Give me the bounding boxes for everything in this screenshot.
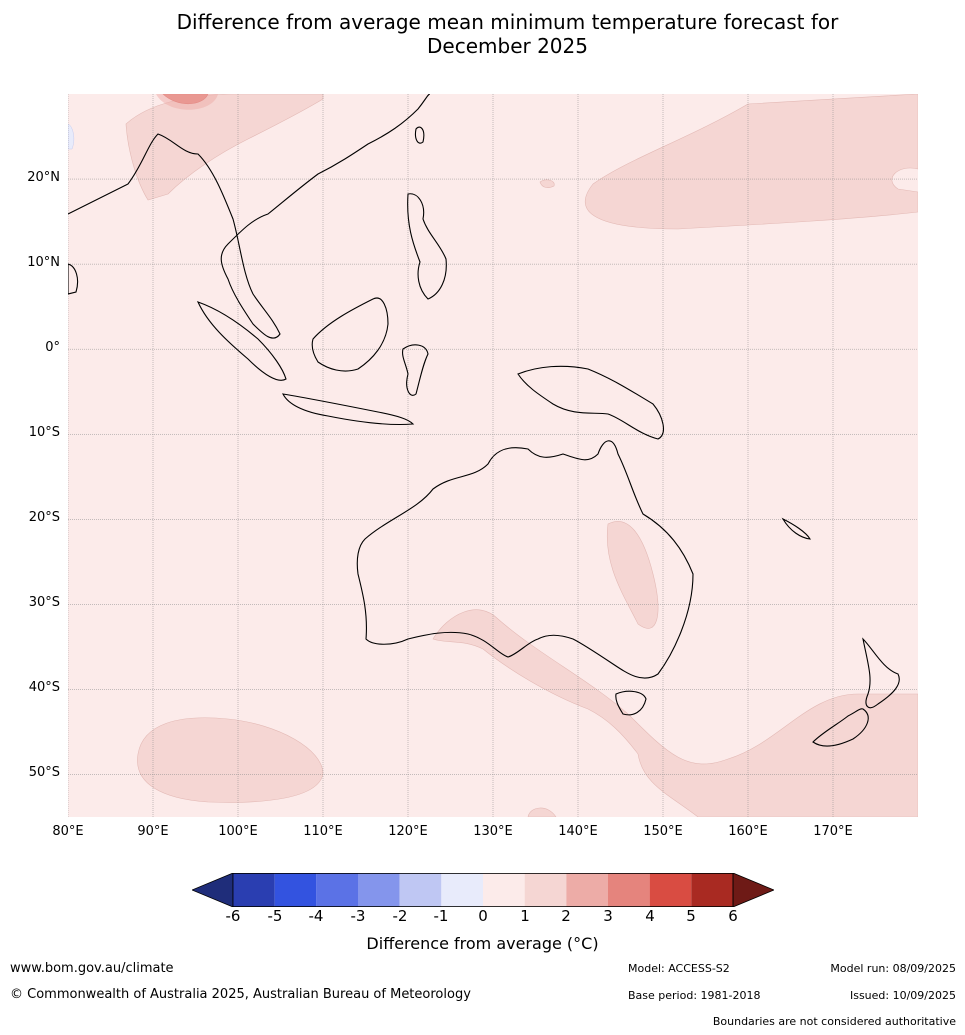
taiwan-coast [414, 126, 425, 144]
colorbar-tick: 1 [520, 907, 530, 925]
australia-coast [356, 440, 694, 679]
lat-label-20s: 20°S [28, 510, 60, 525]
footer-url[interactable]: www.bom.gov.au/climate [10, 961, 174, 976]
tasmania-coast [615, 690, 647, 716]
colorbar-cell [441, 873, 483, 907]
lon-label-140e: 140°E [558, 824, 598, 839]
footer-issued: Issued: 10/09/2025 [849, 989, 956, 1002]
coastlines [68, 94, 900, 747]
lon-label-110e: 110°E [303, 824, 343, 839]
colorbar-tick: 2 [561, 907, 571, 925]
lon-label-120e: 120°E [388, 824, 428, 839]
colorbar [192, 873, 774, 907]
sri-lanka-coast [68, 263, 79, 295]
colorbar-cell [316, 873, 358, 907]
lon-label-100e: 100°E [218, 824, 258, 839]
colorbar-tick: -5 [267, 907, 283, 925]
colorbar-cell [399, 873, 442, 907]
colorbar-tick: 4 [645, 907, 655, 925]
footer-copyright: © Commonwealth of Australia 2025, Austra… [10, 987, 471, 1002]
colorbar-tick: -3 [350, 907, 366, 925]
anomaly-hotspot-ring [156, 94, 218, 110]
nz-north-coast [862, 637, 900, 709]
map-title: Difference from average mean minimum tem… [0, 10, 965, 58]
colorbar-frame [232, 873, 734, 907]
colorbar-extend-high [732, 873, 774, 907]
colorbar-cell [608, 873, 650, 907]
lat-label-10n: 10°N [27, 255, 60, 270]
anomaly-region-dot [539, 179, 555, 188]
anomaly-region-south-small [527, 807, 557, 817]
nz-south-coast [812, 708, 869, 747]
colorbar-tick: 5 [686, 907, 696, 925]
lon-label-80e: 80°E [52, 824, 84, 839]
title-line-1: Difference from average mean minimum tem… [176, 10, 839, 34]
colorbar-cell [358, 873, 400, 907]
lon-label-170e: 170°E [813, 824, 853, 839]
colorbar-tick: -6 [225, 907, 241, 925]
footer-base-period: Base period: 1981-2018 [628, 989, 761, 1002]
colorbar-extend-low [192, 873, 234, 907]
colorbar-cell [691, 873, 733, 907]
forecast-map [68, 94, 918, 817]
lon-label-90e: 90°E [137, 824, 169, 839]
lon-label-130e: 130°E [473, 824, 513, 839]
anomaly-region-queensland [606, 521, 659, 629]
cool-spot [68, 123, 75, 150]
lat-label-50s: 50°S [28, 765, 60, 780]
anomaly-regions [125, 94, 918, 817]
asia-mainland-coast [68, 94, 431, 339]
new-guinea-coast [517, 365, 664, 440]
colorbar-tick: -2 [392, 907, 408, 925]
colorbar-cell [566, 873, 608, 907]
colorbar-cells [192, 873, 774, 907]
colorbar-label: Difference from average (°C) [366, 934, 599, 953]
colorbar-tick: 3 [603, 907, 613, 925]
footer-model: Model: ACCESS-S2 [628, 962, 730, 975]
colorbar-cell [274, 873, 317, 907]
philippines-coast [407, 193, 447, 300]
colorbar-cell [483, 873, 525, 907]
sumatra-coast [196, 301, 287, 381]
lat-label-20n: 20°N [27, 170, 60, 185]
colorbar-tick: -4 [308, 907, 324, 925]
lat-label-30s: 30°S [28, 595, 60, 610]
colorbar-cell [524, 873, 567, 907]
lon-label-150e: 150°E [643, 824, 683, 839]
java-coast [282, 393, 415, 426]
colorbar-cell [649, 873, 692, 907]
colorbar-tick: 6 [728, 907, 738, 925]
lat-label-40s: 40°S [28, 680, 60, 695]
colorbar-cell [233, 873, 275, 907]
lat-label-0: 0° [45, 340, 60, 355]
anomaly-region-australia [432, 609, 918, 817]
borneo-coast [311, 297, 389, 372]
lat-label-10s: 10°S [28, 425, 60, 440]
title-line-2: December 2025 [427, 34, 588, 58]
new-caledonia-coast [781, 517, 812, 540]
colorbar-tick: 0 [478, 907, 488, 925]
footer-model-run: Model run: 08/09/2025 [830, 962, 956, 975]
footer-disclaimer: Boundaries are not considered authoritat… [712, 1015, 956, 1028]
colorbar-tick: -1 [433, 907, 449, 925]
anomaly-region-pacific [584, 94, 918, 230]
lon-label-160e: 160°E [728, 824, 768, 839]
sulawesi-coast [402, 344, 429, 396]
graticule [68, 94, 918, 817]
